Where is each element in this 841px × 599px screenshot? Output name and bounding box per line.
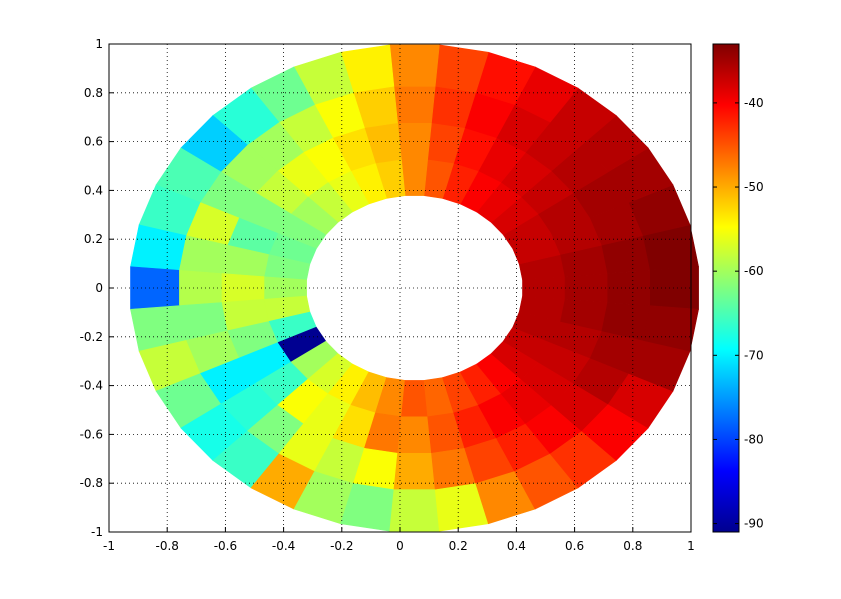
colorbar-tick-label: -40 xyxy=(744,96,764,110)
y-tick-label: 1 xyxy=(95,37,103,51)
x-tick-label: -1 xyxy=(103,539,115,553)
heatmap-cell xyxy=(390,490,440,531)
x-tick-label: 0.4 xyxy=(507,539,526,553)
heatmap-cell xyxy=(390,45,440,86)
x-tick-label: -0.4 xyxy=(272,539,295,553)
colorbar xyxy=(713,44,739,532)
y-tick-label: 0.8 xyxy=(84,86,103,100)
y-tick-label: -0.2 xyxy=(80,330,103,344)
y-tick-label: 0 xyxy=(95,281,103,295)
heatmap-cell xyxy=(398,417,432,454)
x-tick-label: -0.6 xyxy=(214,539,237,553)
heatmap-cell xyxy=(523,277,566,300)
colorbar-tick-label: -90 xyxy=(744,517,764,531)
heatmap-cell xyxy=(398,123,432,160)
x-tick-label: 0 xyxy=(396,539,404,553)
x-tick-label: -0.8 xyxy=(155,539,178,553)
y-tick-label: -0.6 xyxy=(80,427,103,441)
x-tick-label: 1 xyxy=(687,539,695,553)
colorbar-tick-label: -80 xyxy=(744,432,764,446)
y-tick-label: 0.6 xyxy=(84,135,103,149)
x-tick-label: 0.6 xyxy=(565,539,584,553)
x-tick-label: -0.2 xyxy=(330,539,353,553)
y-tick-label: 0.2 xyxy=(84,232,103,246)
colorbar-tick-label: -70 xyxy=(744,348,764,362)
x-tick-label: 0.2 xyxy=(449,539,468,553)
y-tick-label: 0.4 xyxy=(84,183,103,197)
colorbar-tick-label: -50 xyxy=(744,180,764,194)
x-tick-label: 0.8 xyxy=(623,539,642,553)
y-tick-label: -1 xyxy=(91,525,103,539)
y-tick-label: -0.8 xyxy=(80,476,103,490)
y-tick-label: -0.4 xyxy=(80,379,103,393)
colorbar-tick-label: -60 xyxy=(744,264,764,278)
